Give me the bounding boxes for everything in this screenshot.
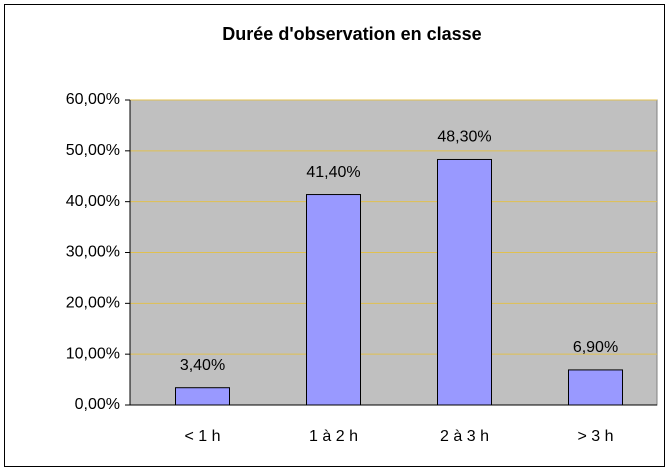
y-tick-label: 40,00% — [66, 193, 120, 210]
x-tick-label: 2 à 3 h — [440, 428, 489, 445]
bar — [568, 369, 623, 406]
bar — [306, 194, 361, 406]
y-tick-label: 10,00% — [66, 345, 120, 362]
x-tick-label: > 3 h — [577, 428, 613, 445]
bar — [175, 387, 230, 406]
y-tick-label: 0,00% — [75, 396, 120, 413]
x-tick-label: 1 à 2 h — [309, 428, 358, 445]
y-tick-label: 60,00% — [66, 91, 120, 108]
chart-title: Durée d'observation en classe — [222, 24, 481, 44]
data-label: 6,90% — [573, 339, 618, 356]
data-label: 41,40% — [306, 164, 360, 181]
y-tick-label: 30,00% — [66, 244, 120, 261]
x-tick-label: < 1 h — [184, 428, 220, 445]
y-tick-label: 20,00% — [66, 295, 120, 312]
data-label: 48,30% — [437, 129, 491, 146]
y-tick-label: 50,00% — [66, 142, 120, 159]
data-label: 3,40% — [180, 357, 225, 374]
bar — [437, 158, 492, 406]
